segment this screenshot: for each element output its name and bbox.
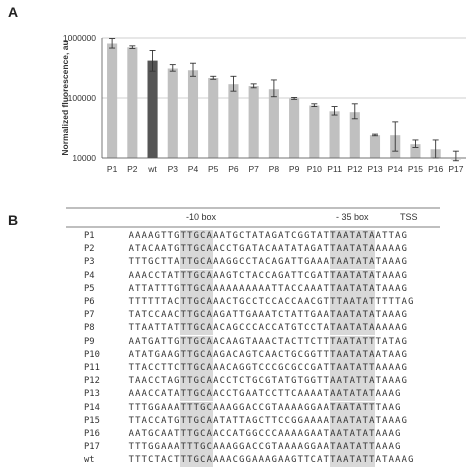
alignment-row: P15 TTACCATGTTGCAATATTAGCTTCCGGAAAATAATAT… xyxy=(84,414,408,428)
alignment-row: P14 TTTGGAAATTTGCAAAGGACCGTAAAAGGAATAATAT… xyxy=(84,401,401,415)
y-tick-label: 100000 xyxy=(68,93,97,103)
alignment-row: P9 AATGATTGTTGCAACAAGTAAACTACTTCTTTAATATT… xyxy=(84,335,408,349)
tss-header: TSS xyxy=(400,212,418,222)
promoter-name: P14 xyxy=(84,402,100,413)
promoter-sequence: ATTATTTGTTGCAAAAAAAAAATTACCAAATTAATATATA… xyxy=(128,282,407,296)
bar-P13 xyxy=(369,135,381,158)
alignment-row: P3 TTTGCTTATTGCAAAGGCCTACAGATTGAAATAATATA… xyxy=(84,256,408,270)
bar-P2 xyxy=(127,47,138,159)
x-tick-label: P13 xyxy=(367,164,382,174)
x-tick-label: P10 xyxy=(307,164,322,174)
promoter-name: P13 xyxy=(84,389,100,400)
promoter-name: P16 xyxy=(84,429,100,439)
x-tick-label: P17 xyxy=(448,164,463,174)
panel-a-label: A xyxy=(8,4,19,20)
promoter-sequence: TTAATTATTTGCAACAGCCCACCATGTCCTATAATATAAA… xyxy=(128,322,407,336)
promoter-sequence: TTTGCTTATTGCAAAGGCCTACAGATTGAAATAATATATA… xyxy=(128,256,407,270)
alignment-row: P2 ATACAATGTTGCAACCTGATACAATATAGATTAATATA… xyxy=(84,243,408,257)
promoter-sequence: ATATGAAGTTGCAAGACAGTCAACTGCGGTTTAATATAAT… xyxy=(128,348,407,362)
x-tick-label: P12 xyxy=(347,164,362,174)
promoter-name: wt xyxy=(84,455,95,466)
promoter-sequence: TTACCTTCTTGCAAACAGGTCCCGCGCCGATTAATATTAA… xyxy=(128,362,407,375)
x-tick-label: P2 xyxy=(127,164,138,174)
promoter-name: P12 xyxy=(84,376,100,387)
promoter-sequence: TTTGGAAATTTGCAAAGGACCGTAAAAGGAATAATATTAA… xyxy=(128,441,401,455)
alignment-row: P5 ATTATTTGTTGCAAAAAAAAAATTACCAAATTAATATA… xyxy=(84,282,408,296)
promoter-name: P17 xyxy=(84,442,100,453)
promoter-sequence: AATGCAATTTGCAACCATGGCCCAAAAGAATAATATATAA… xyxy=(128,428,401,441)
promoter-sequence: AATGATTGTTGCAACAAGTAAACTACTTCTTTAATATTTA… xyxy=(128,335,407,349)
bar-P1 xyxy=(107,43,118,158)
x-tick-label: P5 xyxy=(208,164,219,174)
x-tick-label: P16 xyxy=(428,164,443,174)
bar-P5 xyxy=(208,78,219,158)
bar-P12 xyxy=(349,112,360,158)
x-tick-label: P4 xyxy=(188,164,199,174)
promoter-sequence: TAACCTAGTTGCAACCTCTGCGTATGTGGTTAATATTATA… xyxy=(128,375,407,389)
x-tick-label: P8 xyxy=(269,164,280,174)
promoter-name: P1 xyxy=(84,231,95,241)
alignment-row: P7 TATCCAACTTGCAAGATTGAAATCTATTGAATAATATA… xyxy=(84,309,408,323)
promoter-sequence: ATACAATGTTGCAACCTGATACAATATAGATTAATATAAA… xyxy=(128,243,407,257)
promoter-sequence: AAACCTATTTGCAAAGTCTACCAGATTCGATTAATATATA… xyxy=(128,269,407,283)
box10-header: -10 box xyxy=(186,212,217,222)
alignment-row: wt TTTCTACTTTGCAAAACGGAAAGAAGTTCATTAATATT… xyxy=(84,454,414,468)
alignment-row: P10 ATATGAAGTTGCAAGACAGTCAACTGCGGTTTAATAT… xyxy=(84,348,408,362)
promoter-sequence: TTTCTACTTTGCAAAACGGAAAGAAGTTCATTAATATTAT… xyxy=(128,454,414,468)
alignment-row: P4 AAACCTATTTGCAAAGTCTACCAGATTCGATTAATATA… xyxy=(84,269,408,283)
promoter-name: P11 xyxy=(84,363,100,373)
bar-wt xyxy=(147,60,158,158)
y-axis-label: Normalized fluorescence, au xyxy=(60,40,70,155)
alignment-row: P1 AAAAGTTGTTGCAAATGCTATAGATCGGTATTAATATA… xyxy=(84,230,408,243)
promoter-name: P7 xyxy=(84,310,95,321)
x-tick-label: wt xyxy=(147,164,157,174)
bar-P11 xyxy=(329,111,340,158)
x-tick-label: P9 xyxy=(289,164,300,174)
promoter-name: P9 xyxy=(84,336,95,347)
alignment-row: P13 AAACCATATTGCAACCTGAATCCTTCAAAATAATATA… xyxy=(84,388,401,402)
x-tick-label: P15 xyxy=(408,164,423,174)
bar-P7 xyxy=(248,86,259,158)
promoter-sequence: TTTGGAAATTTGCAAAGGACCGTAAAAGGAATAATATTTA… xyxy=(128,401,401,415)
x-tick-label: P1 xyxy=(107,164,118,174)
alignment-row: P8 TTAATTATTTGCAACAGCCCACCATGTCCTATAATATA… xyxy=(84,322,408,336)
promoter-name: P4 xyxy=(84,270,95,281)
promoter-name: P3 xyxy=(84,257,95,268)
promoter-name: P2 xyxy=(84,244,95,255)
promoter-sequence: TTTTTTACTTGCAAACTGCCTCCACCAACGTTTAATATTT… xyxy=(128,296,414,309)
promoter-name: P15 xyxy=(84,415,100,426)
bar-P10 xyxy=(309,105,320,158)
bar-P9 xyxy=(289,98,300,158)
bar-P3 xyxy=(167,68,178,158)
box35-header: - 35 box xyxy=(336,212,369,222)
promoter-sequence: TATCCAACTTGCAAGATTGAAATCTATTGAATAATATATA… xyxy=(128,309,407,323)
x-tick-label: P14 xyxy=(388,164,403,174)
alignment-row: P6 TTTTTTACTTGCAAACTGCCTCCACCAACGTTTAATAT… xyxy=(84,296,414,309)
bar-P6 xyxy=(228,84,239,158)
alignment-row: P16 AATGCAATTTGCAACCATGGCCCAAAAGAATAATATA… xyxy=(84,428,401,441)
y-tick-label: 1000000 xyxy=(63,33,96,43)
x-tick-label: P7 xyxy=(248,164,259,174)
y-tick-label: 10000 xyxy=(72,153,96,163)
promoter-sequence: TTACCATGTTGCAATATTAGCTTCCGGAAAATAATATATA… xyxy=(128,414,407,428)
promoter-sequence: AAACCATATTGCAACCTGAATCCTTCAAAATAATATATAA… xyxy=(128,388,401,402)
x-tick-label: P3 xyxy=(168,164,179,174)
promoter-name: P10 xyxy=(84,349,100,360)
promoter-sequence: AAAAGTTGTTGCAAATGCTATAGATCGGTATTAATATAAT… xyxy=(128,230,407,243)
promoter-name: P6 xyxy=(84,297,95,307)
alignment-row: P12 TAACCTAGTTGCAACCTCTGCGTATGTGGTTAATATT… xyxy=(84,375,408,389)
bar-P8 xyxy=(268,89,279,158)
alignment-row: P11 TTACCTTCTTGCAAACAGGTCCCGCGCCGATTAATAT… xyxy=(84,362,408,375)
promoter-name: P8 xyxy=(84,323,95,334)
alignment-row: P17 TTTGGAAATTTGCAAAGGACCGTAAAAGGAATAATAT… xyxy=(84,441,401,455)
x-tick-label: P6 xyxy=(228,164,239,174)
bar-P15 xyxy=(410,144,421,158)
x-tick-label: P11 xyxy=(327,164,342,174)
panel-b-label: B xyxy=(8,212,19,228)
bar-P4 xyxy=(187,70,199,158)
promoter-name: P5 xyxy=(84,283,95,294)
